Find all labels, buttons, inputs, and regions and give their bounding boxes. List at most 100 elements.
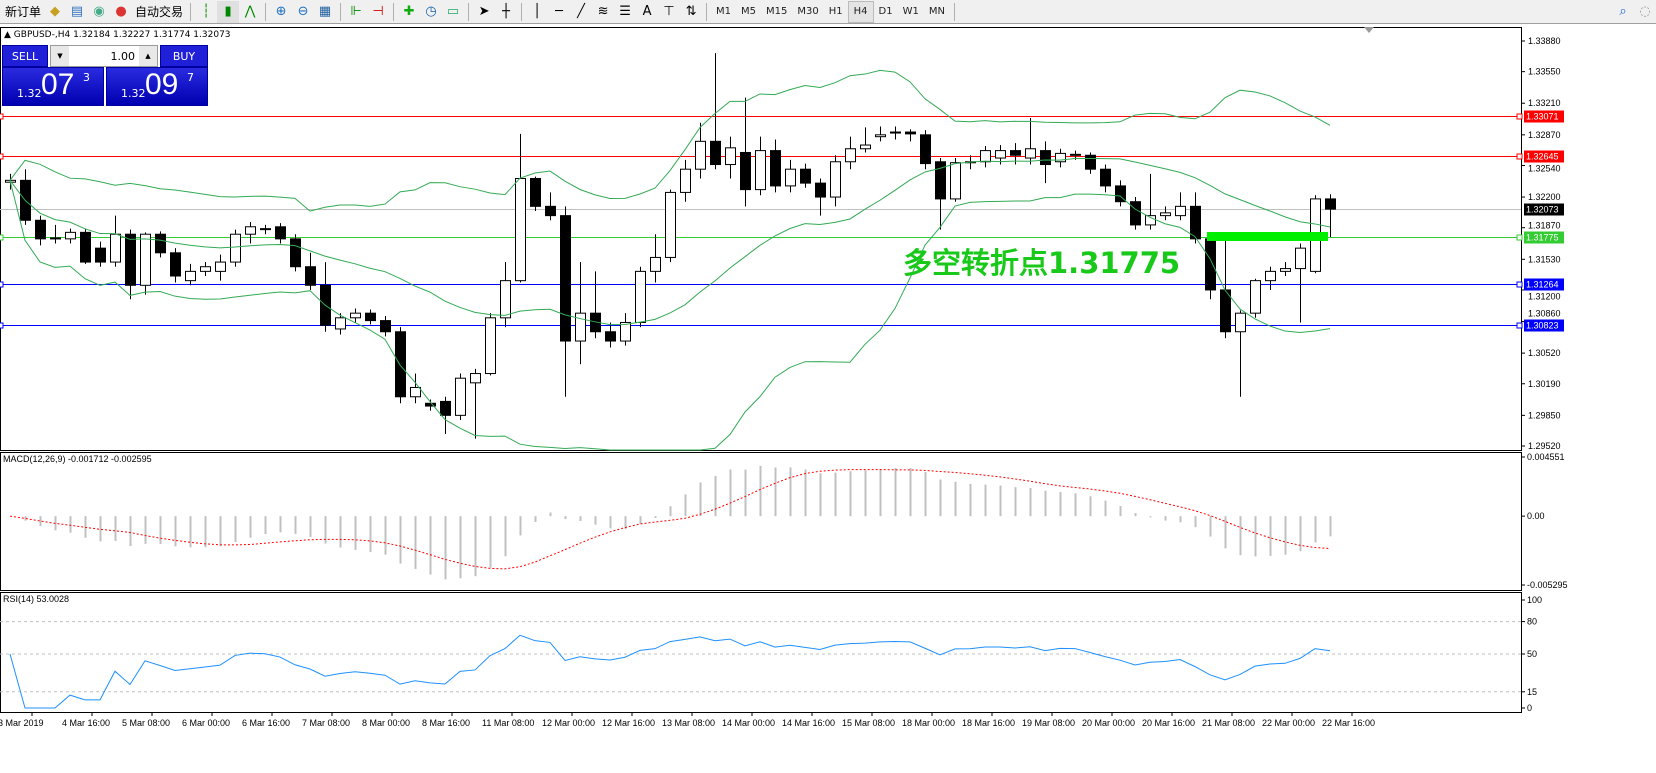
fibo-fan-icon[interactable]: ☰ [619, 4, 631, 19]
level-handle [0, 281, 4, 288]
bear-candle [1115, 185, 1126, 203]
timeframe-m15[interactable]: M15 [766, 6, 788, 17]
market-watch-icon[interactable]: ◆ [50, 4, 61, 19]
fibonacci-icon[interactable]: ≋ [597, 4, 609, 19]
bull-candle [485, 317, 496, 375]
time-tick-label: 3 Mar 2019 [0, 718, 44, 728]
bar-chart-icon[interactable]: ┆ [202, 4, 210, 19]
price-level-badge [1524, 319, 1564, 332]
chat-icon[interactable]: ◌ [1639, 4, 1651, 19]
level-handle [1516, 322, 1523, 329]
timeframe-h1[interactable]: H1 [828, 6, 843, 17]
bull-candle [785, 168, 796, 187]
divider [706, 2, 708, 21]
time-tick-label: 19 Mar 08:00 [1022, 718, 1075, 728]
time-tick-label: 14 Mar 16:00 [782, 718, 835, 728]
arrows-icon[interactable]: ⇅ [685, 4, 697, 19]
auto-trading-button[interactable]: 自动交易 [135, 5, 184, 19]
price-tick-label: 1.33210 [1528, 98, 1561, 108]
templates-icon[interactable]: ▭ [446, 4, 460, 19]
rsi-tick-label: 100 [1527, 595, 1542, 605]
vertical-line-icon[interactable]: │ [533, 4, 541, 19]
zoom-out-icon[interactable]: ⊖ [297, 4, 309, 19]
cursor-icon[interactable]: ➤ [478, 4, 490, 19]
price-tick-label: 1.30190 [1528, 379, 1561, 389]
bull-candle [140, 233, 151, 286]
lot-value[interactable]: 1.00 [110, 49, 136, 63]
sell-price-button[interactable]: 1.32 07 3 [2, 67, 104, 106]
price-level-badge [1524, 150, 1564, 163]
bull-candle [755, 150, 766, 191]
level-handle [0, 113, 4, 120]
timeframe-m5[interactable]: M5 [741, 6, 757, 17]
auto-scroll-icon[interactable]: ⊩ [350, 4, 362, 19]
price-tick-label: 1.31870 [1528, 221, 1561, 231]
price-tick-label: 1.32200 [1528, 192, 1561, 202]
timeframe-h4[interactable]: H4 [847, 0, 874, 23]
time-tick-label: 21 Mar 08:00 [1202, 718, 1255, 728]
buy-price-prefix: 1.32 [121, 87, 146, 100]
zoom-in-icon[interactable]: ⊕ [275, 4, 287, 19]
divider [393, 2, 395, 21]
periods-icon[interactable]: ◷ [425, 4, 437, 19]
indicators-icon[interactable]: ✚ [403, 4, 415, 19]
timeframe-d1[interactable]: D1 [878, 6, 893, 17]
text-icon[interactable]: A [642, 4, 652, 19]
bull-candle [200, 266, 211, 272]
divider [265, 2, 267, 21]
trendline-icon[interactable]: ╱ [577, 4, 585, 19]
auto-trading-icon[interactable]: ● [115, 4, 127, 19]
navigator-icon[interactable]: ▤ [70, 4, 84, 19]
decrease-lot-icon[interactable]: ▼ [51, 46, 69, 66]
bear-candle [740, 151, 751, 191]
symbol-info: ▲ GBPUSD-,H4 1.32184 1.32227 1.31774 1.3… [4, 30, 231, 40]
bull-candle [110, 233, 121, 263]
bull-candle [875, 134, 886, 138]
timeframe-m30[interactable]: M30 [797, 6, 819, 17]
lot-size-input[interactable]: ▼ 1.00 ▲ [50, 45, 158, 67]
bollinger-lower [9, 180, 1331, 451]
timeframe-mn[interactable]: MN [928, 6, 945, 17]
buy-button[interactable]: BUY [160, 45, 208, 67]
turning-point-bar [1207, 232, 1328, 241]
bear-candle [920, 134, 931, 165]
buy-price-button[interactable]: 1.32 09 7 [106, 67, 208, 106]
increase-lot-icon[interactable]: ▲ [139, 46, 157, 66]
signals-icon[interactable]: ◉ [93, 4, 105, 19]
price-level-label: 1.32073 [1526, 205, 1559, 215]
divider [521, 2, 523, 21]
sell-price-fraction: 3 [83, 71, 90, 84]
search-icon[interactable]: ⌕ [1619, 4, 1627, 19]
time-tick-label: 14 Mar 00:00 [722, 718, 775, 728]
sell-button[interactable]: SELL [2, 45, 48, 67]
timeframe-m1[interactable]: M1 [716, 6, 732, 17]
candlestick-icon[interactable]: ▮ [217, 0, 240, 23]
price-level-label: 1.31264 [1526, 280, 1559, 290]
divider [190, 2, 192, 21]
bull-candle [950, 162, 961, 200]
time-tick-label: 8 Mar 16:00 [422, 718, 470, 728]
bull-candle [995, 150, 1006, 159]
new-order-button[interactable]: 新订单 [5, 5, 42, 19]
tile-windows-icon[interactable]: ▦ [318, 4, 332, 19]
sell-price-prefix: 1.32 [17, 87, 42, 100]
time-tick-label: 22 Mar 00:00 [1262, 718, 1315, 728]
line-chart-icon[interactable]: ⋀ [244, 4, 256, 19]
one-click-trading-panel: SELL ▼ 1.00 ▲ BUY 1.32 07 3 1.32 09 7 [2, 45, 208, 106]
bull-candle [1025, 148, 1036, 159]
bear-candle [800, 168, 811, 184]
horizontal-line-icon[interactable]: ─ [555, 4, 563, 19]
bull-candle [860, 144, 871, 150]
crosshair-icon[interactable]: ┼ [502, 4, 510, 19]
bear-candle [155, 233, 166, 254]
chart-canvas[interactable]: 1.338801.335501.332101.328701.325401.322… [0, 27, 1656, 773]
time-tick-label: 18 Mar 00:00 [902, 718, 955, 728]
level-handle [0, 234, 4, 241]
bull-candle [635, 270, 646, 323]
timeframe-w1[interactable]: W1 [902, 6, 919, 17]
bear-candle [170, 252, 181, 277]
price-tick-label: 1.32540 [1528, 164, 1561, 174]
bull-candle [1175, 205, 1186, 217]
text-label-icon[interactable]: ⊤ [663, 4, 675, 19]
chart-shift-icon[interactable]: ⊣ [372, 4, 384, 19]
